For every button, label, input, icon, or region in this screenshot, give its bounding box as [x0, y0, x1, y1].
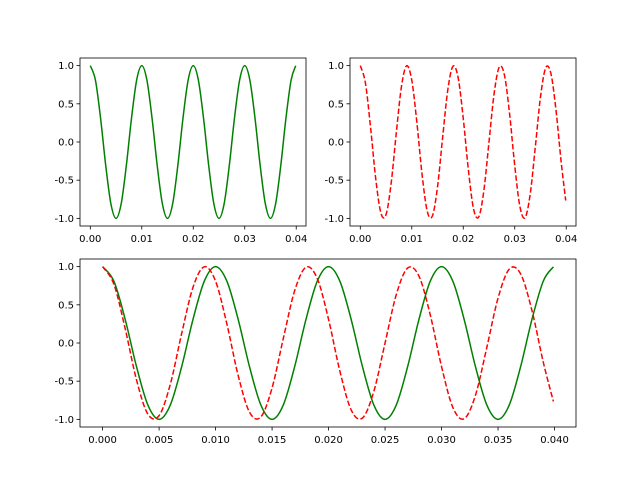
axes-frame — [79, 57, 307, 227]
y-tick-label: 0.5 — [58, 300, 74, 311]
x-tick-label: 0.00 — [349, 234, 371, 245]
x-tick-label: 0.03 — [504, 234, 526, 245]
y-tick-label: 0.0 — [58, 339, 74, 350]
x-tick-label: 0.02 — [182, 234, 204, 245]
x-tick-label: 0.025 — [371, 435, 400, 446]
x-tick-label: 0.01 — [401, 234, 423, 245]
x-tick-label: 0.030 — [427, 435, 456, 446]
x-tick-label: 0.005 — [145, 435, 174, 446]
axes-frame — [349, 57, 577, 227]
y-tick-label: 1.0 — [328, 61, 344, 72]
x-tick-label: 0.04 — [555, 234, 577, 245]
x-tick-label: 0.020 — [314, 435, 343, 446]
x-tick-label: 0.040 — [540, 435, 569, 446]
x-tick-label: 0.015 — [258, 435, 287, 446]
x-tick-label: 0.000 — [88, 435, 117, 446]
x-tick-label: 0.01 — [131, 234, 153, 245]
y-tick-label: -1.0 — [324, 214, 344, 225]
y-tick-label: 1.0 — [58, 61, 74, 72]
x-tick-label: 0.03 — [234, 234, 256, 245]
y-tick-label: 1.0 — [58, 262, 74, 273]
y-tick-label: 0.0 — [58, 138, 74, 149]
y-tick-label: -0.5 — [54, 377, 74, 388]
line-series — [89, 64, 297, 220]
line-series — [101, 265, 555, 420]
x-tick-label: 0.00 — [79, 234, 101, 245]
y-tick-label: 0.0 — [328, 138, 344, 149]
y-tick-label: 0.5 — [328, 99, 344, 110]
x-tick-label: 0.035 — [484, 435, 513, 446]
line-series — [359, 64, 567, 219]
y-tick-label: -0.5 — [54, 176, 74, 187]
x-tick-label: 0.010 — [201, 435, 230, 446]
y-tick-label: -0.5 — [324, 176, 344, 187]
y-tick-label: -1.0 — [54, 214, 74, 225]
x-tick-label: 0.04 — [285, 234, 307, 245]
y-tick-label: 0.5 — [58, 99, 74, 110]
y-tick-label: -1.0 — [54, 415, 74, 426]
x-tick-label: 0.02 — [452, 234, 474, 245]
line-series — [102, 265, 555, 421]
